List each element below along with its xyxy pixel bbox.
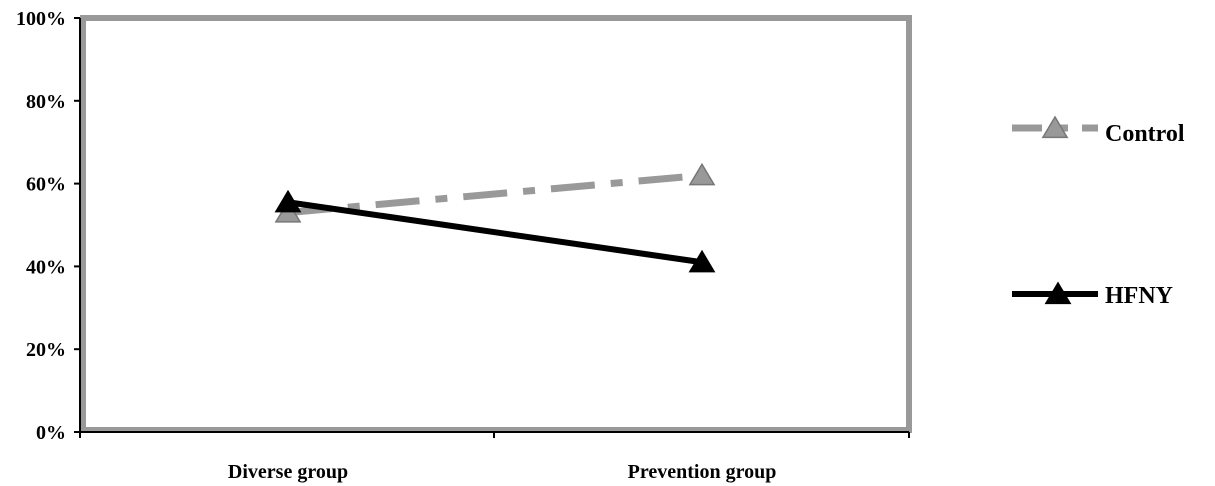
x-category-label: Diverse group bbox=[228, 461, 348, 483]
legend-label-hfny: HFNY bbox=[1105, 283, 1173, 309]
legend-label-control: Control bbox=[1105, 121, 1185, 147]
data-point-marker bbox=[688, 249, 716, 273]
legend-marker-control bbox=[1041, 115, 1069, 139]
series-line bbox=[287, 199, 703, 266]
y-tick-label: 60% bbox=[26, 174, 66, 196]
legend-item-control: Control bbox=[1012, 115, 1185, 147]
x-category-label: Prevention group bbox=[628, 461, 777, 483]
y-tick-label: 100% bbox=[16, 8, 66, 30]
y-tick-label: 80% bbox=[26, 91, 66, 113]
y-tick-label: 0% bbox=[36, 422, 66, 444]
data-point-marker bbox=[274, 189, 302, 213]
legend-marker-hfny bbox=[1044, 281, 1072, 305]
data-point-marker bbox=[688, 162, 716, 186]
series-line bbox=[287, 171, 703, 217]
legend: Control HFNY bbox=[1012, 115, 1185, 309]
x-axis-ticks: Diverse group Prevention group bbox=[79, 432, 910, 483]
legend-item-hfny: HFNY bbox=[1012, 281, 1173, 309]
series-layer bbox=[274, 162, 716, 273]
y-axis-ticks: 0% 20% 40% 60% 80% 100% bbox=[16, 8, 80, 444]
y-tick-label: 40% bbox=[26, 256, 66, 278]
plot-area-border bbox=[80, 15, 912, 433]
y-tick-label: 20% bbox=[26, 339, 66, 361]
